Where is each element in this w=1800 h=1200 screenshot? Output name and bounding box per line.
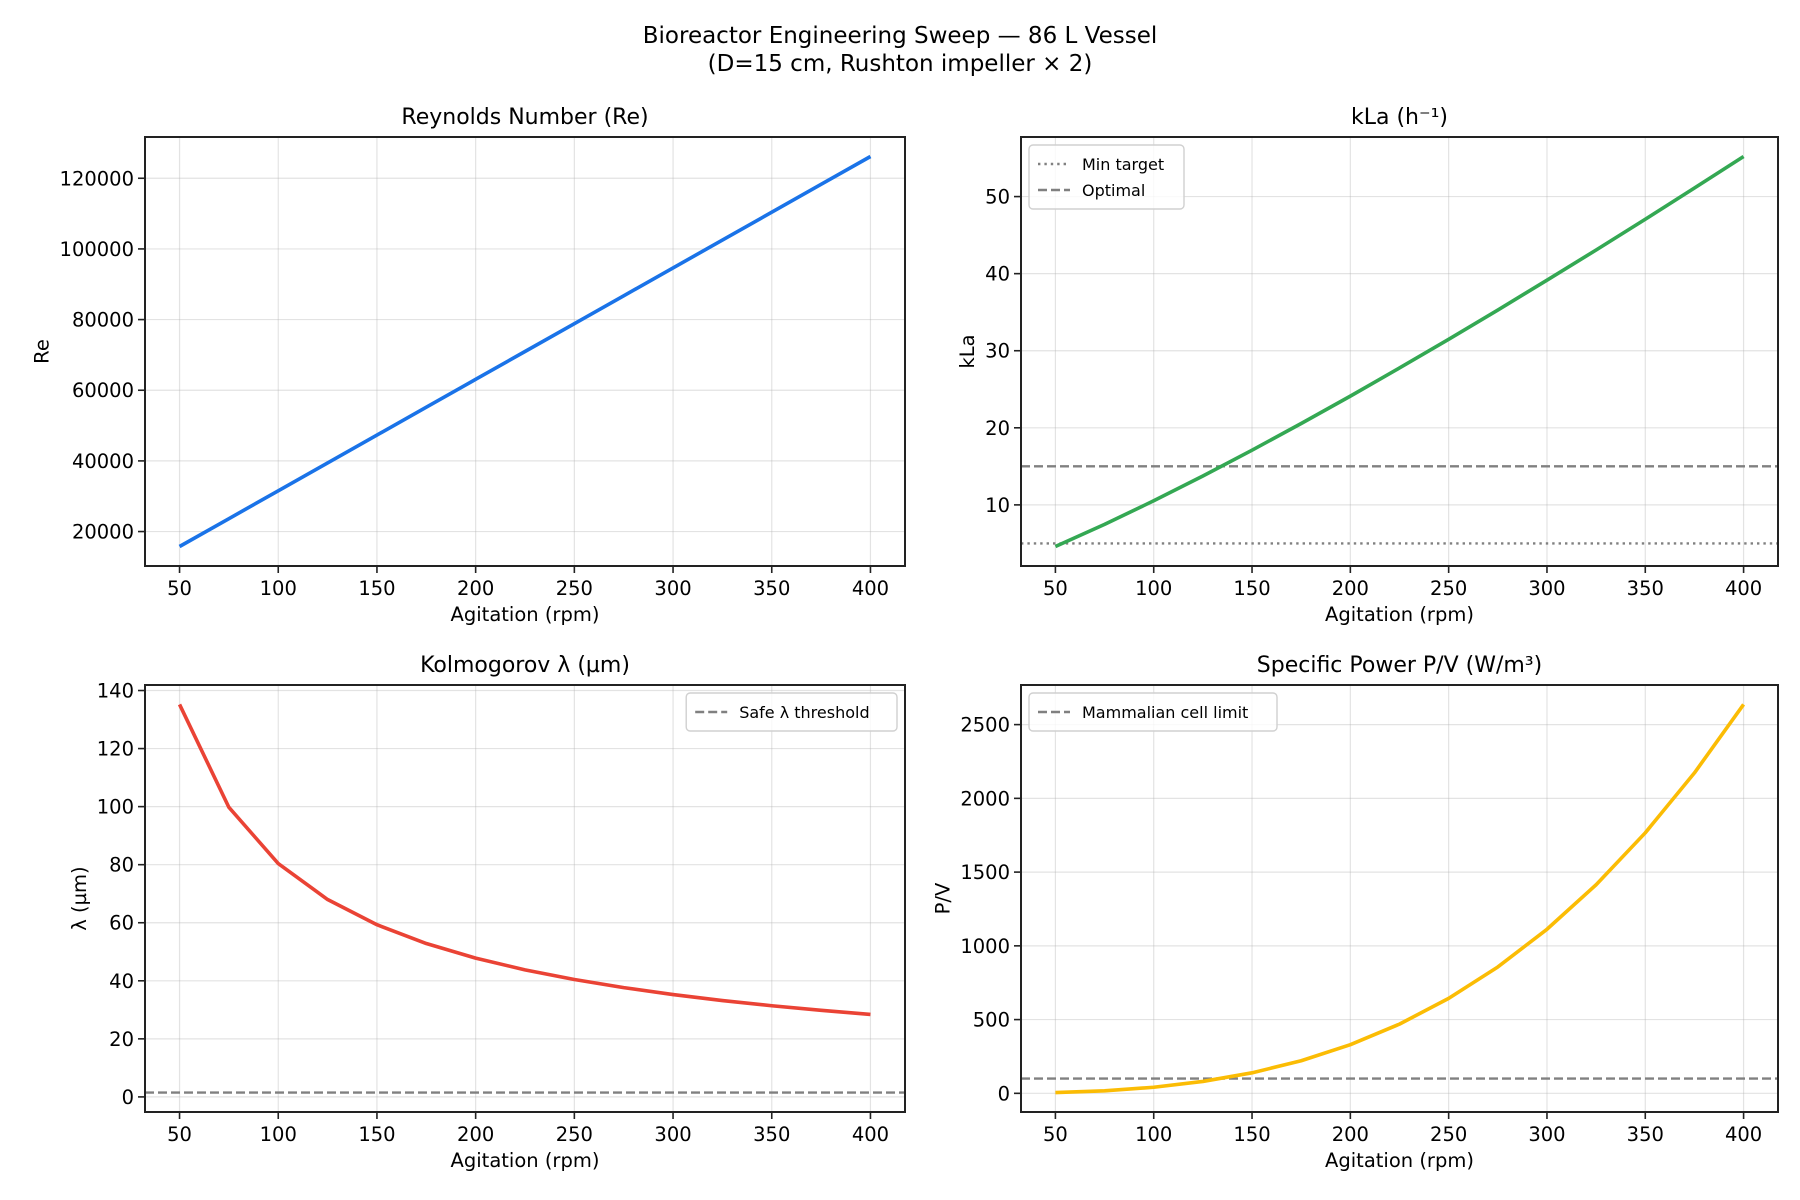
y-tick-label: 40000 — [72, 450, 134, 473]
x-tick-label: 350 — [1627, 1123, 1664, 1146]
x-tick-label: 50 — [167, 577, 192, 600]
legend-label: Safe λ threshold — [739, 703, 869, 722]
x-tick-label: 250 — [556, 577, 593, 600]
y-axis-label: kLa — [956, 334, 979, 368]
y-tick-label: 60 — [109, 912, 134, 935]
legend-label: Min target — [1082, 155, 1164, 174]
x-axis-label: Agitation (rpm) — [451, 1149, 600, 1172]
y-tick-label: 2000 — [960, 787, 1010, 810]
y-tick-label: 80000 — [72, 309, 134, 332]
legend-label: Mammalian cell limit — [1082, 703, 1248, 722]
x-tick-label: 300 — [1528, 1123, 1565, 1146]
y-tick-label: 100 — [97, 796, 134, 819]
y-axis-label: λ (µm) — [68, 866, 91, 930]
kla-panel: 50 100 150 200 250 300 350 400 10 20 30 40 50 kLa (h⁻… — [956, 105, 1779, 626]
x-tick-label: 150 — [358, 577, 395, 600]
power-series-line — [1055, 703, 1746, 1095]
x-tick-label: 400 — [1725, 1123, 1762, 1146]
y-tick-label: 30 — [985, 340, 1010, 363]
legend: Mammalian cell limit — [1028, 692, 1278, 732]
y-tick-label: 40 — [109, 970, 134, 993]
x-tick-label: 50 — [1043, 577, 1068, 600]
axes-frame — [1020, 684, 1779, 1113]
x-tick-label: 400 — [1725, 577, 1762, 600]
axes-title: kLa (h⁻¹) — [1351, 105, 1448, 130]
legend-frame — [1028, 692, 1278, 732]
axes-title: Kolmogorov λ (µm) — [420, 653, 630, 678]
x-tick-label: 50 — [167, 1123, 192, 1146]
x-tick-label: 350 — [1627, 577, 1664, 600]
x-tick-label: 200 — [1332, 1123, 1369, 1146]
figure-title-line1: Bioreactor Engineering Sweep — 86 L Vess… — [643, 23, 1158, 49]
y-tick-label: 120 — [97, 738, 134, 761]
x-tick-label: 300 — [654, 577, 691, 600]
figure-title-line2: (D=15 cm, Rushton impeller × 2) — [708, 51, 1093, 77]
x-tick-label: 250 — [1430, 577, 1467, 600]
axes-frame — [144, 136, 906, 567]
x-axis-label: Agitation (rpm) — [451, 603, 600, 626]
x-tick-label: 250 — [1430, 1123, 1467, 1146]
y-tick-label: 1000 — [960, 935, 1010, 958]
y-tick-label: 20 — [985, 417, 1010, 440]
legend-label: Optimal — [1082, 181, 1145, 200]
legend: Min target Optimal — [1028, 144, 1185, 210]
x-tick-label: 300 — [1528, 577, 1565, 600]
kolmogorov-panel: 50 100 150 200 250 300 350 400 0 20 40 60 80 100 120 14… — [68, 653, 906, 1172]
x-axis-label: Agitation (rpm) — [1325, 1149, 1474, 1172]
y-tick-label: 10 — [985, 494, 1010, 517]
y-tick-label: 40 — [985, 263, 1010, 286]
y-tick-label: 20000 — [72, 521, 134, 544]
x-tick-label: 300 — [654, 1123, 691, 1146]
axes-title: Reynolds Number (Re) — [401, 105, 648, 130]
y-tick-label: 50 — [985, 186, 1010, 209]
y-axis-label: P/V — [931, 882, 954, 914]
y-tick-label: 100000 — [60, 238, 134, 261]
x-tick-label: 250 — [556, 1123, 593, 1146]
x-tick-label: 50 — [1043, 1123, 1068, 1146]
y-tick-label: 0 — [998, 1082, 1010, 1105]
y-axis-label: Re — [31, 339, 54, 364]
x-tick-label: 200 — [457, 1123, 494, 1146]
x-tick-label: 150 — [1233, 577, 1270, 600]
y-tick-label: 1500 — [960, 861, 1010, 884]
y-tick-label: 500 — [973, 1009, 1010, 1032]
y-tick-label: 80 — [109, 854, 134, 877]
x-tick-label: 100 — [260, 577, 297, 600]
x-tick-label: 400 — [852, 1123, 889, 1146]
legend: Safe λ threshold — [685, 692, 898, 732]
y-tick-label: 60000 — [72, 379, 134, 402]
x-tick-label: 350 — [753, 1123, 790, 1146]
axes-frame — [144, 684, 906, 1113]
x-tick-label: 200 — [1332, 577, 1369, 600]
x-tick-label: 150 — [1233, 1123, 1270, 1146]
kolmogorov-series-line — [177, 703, 871, 1017]
power-panel: 50 100 150 200 250 300 350 400 0 500 1000 1500 2000 2… — [931, 653, 1779, 1172]
x-tick-label: 350 — [753, 577, 790, 600]
x-tick-label: 100 — [1135, 577, 1172, 600]
x-tick-label: 400 — [852, 577, 889, 600]
legend-frame — [1028, 144, 1185, 210]
x-axis-label: Agitation (rpm) — [1325, 603, 1474, 626]
y-tick-label: 140 — [97, 680, 134, 703]
axes-title: Specific Power P/V (W/m³) — [1257, 653, 1542, 678]
y-tick-label: 120000 — [60, 167, 134, 190]
x-tick-label: 200 — [457, 577, 494, 600]
x-tick-label: 150 — [358, 1123, 395, 1146]
x-tick-label: 100 — [260, 1123, 297, 1146]
y-tick-label: 0 — [122, 1086, 134, 1109]
legend-frame — [685, 692, 898, 732]
kla-series-line — [1054, 154, 1745, 549]
reynolds-series-line — [178, 154, 872, 549]
reynolds-panel: 50 100 150 200 250 300 350 400 20000 40000 60000 80… — [31, 105, 906, 626]
y-tick-label: 20 — [109, 1028, 134, 1051]
y-tick-label: 2500 — [960, 714, 1010, 737]
x-tick-label: 100 — [1135, 1123, 1172, 1146]
